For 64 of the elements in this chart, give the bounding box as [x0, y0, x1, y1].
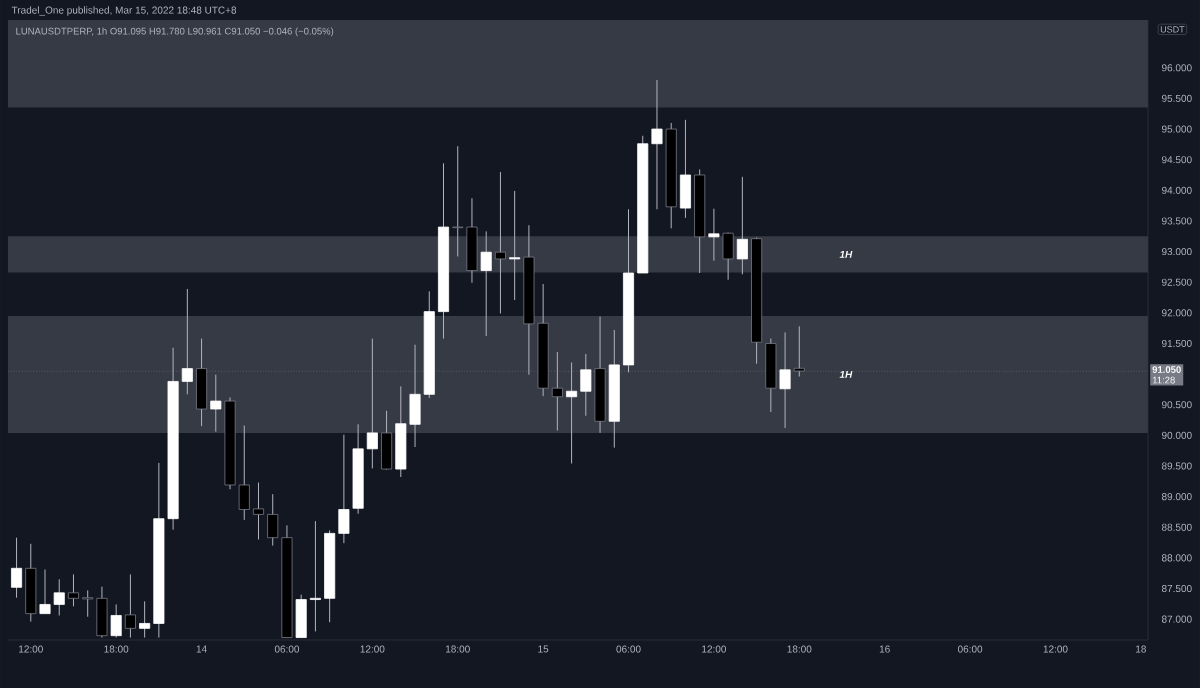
y-tick-label: 90.000: [1161, 431, 1192, 439]
y-tick-label: 90.500: [1161, 401, 1192, 409]
candlestick: [779, 331, 791, 429]
x-tick-label: 12:00: [1043, 645, 1068, 653]
y-tick-label: 96.000: [1161, 64, 1192, 72]
x-tick-label: 18: [1136, 645, 1146, 653]
y-tick-label: 89.500: [1161, 462, 1192, 470]
candlestick: [181, 288, 193, 395]
y-tick-label: 92.000: [1161, 309, 1192, 317]
candlestick: [651, 79, 663, 210]
y-axis-title: USDT: [1160, 26, 1185, 33]
y-tick-label: 94.500: [1161, 156, 1192, 164]
x-tick-label: 15: [538, 645, 549, 653]
x-tick-label: 12:00: [360, 645, 385, 653]
candlestick: [67, 573, 79, 607]
x-tick-label: 14: [196, 645, 207, 653]
x-tick-label: 12:00: [702, 645, 727, 653]
candlestick: [736, 176, 748, 275]
candlestick: [480, 230, 492, 337]
candlestick: [708, 208, 720, 262]
y-tick-label: 89.000: [1161, 493, 1192, 501]
candlestick: [124, 573, 136, 639]
candlestick: [39, 569, 51, 615]
candlestick: [338, 434, 350, 544]
candlestick: [252, 482, 265, 541]
band-label: 1H: [839, 250, 853, 258]
text: 11:28: [1152, 376, 1175, 384]
x-tick-label: 18:00: [787, 645, 812, 653]
y-tick-label: 88.500: [1161, 523, 1192, 531]
chart-title: Tradel_One published, Mar 15, 2022 18:48 UTC+8: [11, 6, 237, 16]
y-tick-label: 87.000: [1161, 615, 1192, 623]
band-label: 1H: [839, 370, 853, 378]
candlestick: [53, 578, 65, 616]
y-tick-label: 87.500: [1161, 584, 1192, 593]
candlestick: [452, 145, 464, 257]
candlestick: [210, 374, 222, 433]
y-tick-label: 92.500: [1161, 278, 1192, 286]
candlestick: [139, 600, 151, 639]
y-tick-label: 95.500: [1161, 94, 1192, 102]
y-tick-label: 88.000: [1161, 554, 1192, 562]
x-tick-label: 06:00: [957, 645, 983, 653]
candlestick: [366, 338, 378, 469]
candlestick: [267, 493, 279, 547]
x-tick-label: 16: [879, 645, 890, 653]
x-tick-label: 06:00: [274, 645, 300, 653]
y-tick-label: 91.500: [1161, 339, 1192, 347]
candlestick: [494, 171, 506, 314]
candlestick: [566, 361, 578, 465]
y-tick-label: 93.500: [1161, 217, 1192, 225]
y-tick-label: 93.000: [1161, 248, 1192, 256]
x-tick-label: 18:00: [445, 645, 470, 653]
x-tick-label: 12:00: [19, 645, 43, 653]
candlestick: [309, 520, 321, 632]
x-tick-label: 06:00: [616, 645, 641, 653]
x-tick-label: 18:00: [104, 645, 129, 653]
y-tick-label: 95.000: [1161, 125, 1192, 133]
candlestick: [580, 353, 592, 417]
y-tick-label: 94.000: [1161, 186, 1192, 194]
candlestick: [82, 589, 94, 618]
ref-line-label: 91.050: [1152, 366, 1181, 373]
text: LUNAUSDTPERP, 1h O91.095 H91.780 L90.961 C91.050 −0.046 (−0.05%): [16, 27, 334, 37]
candlestick: [110, 603, 122, 639]
candlestick: [509, 190, 521, 301]
candlestick: [11, 537, 23, 599]
